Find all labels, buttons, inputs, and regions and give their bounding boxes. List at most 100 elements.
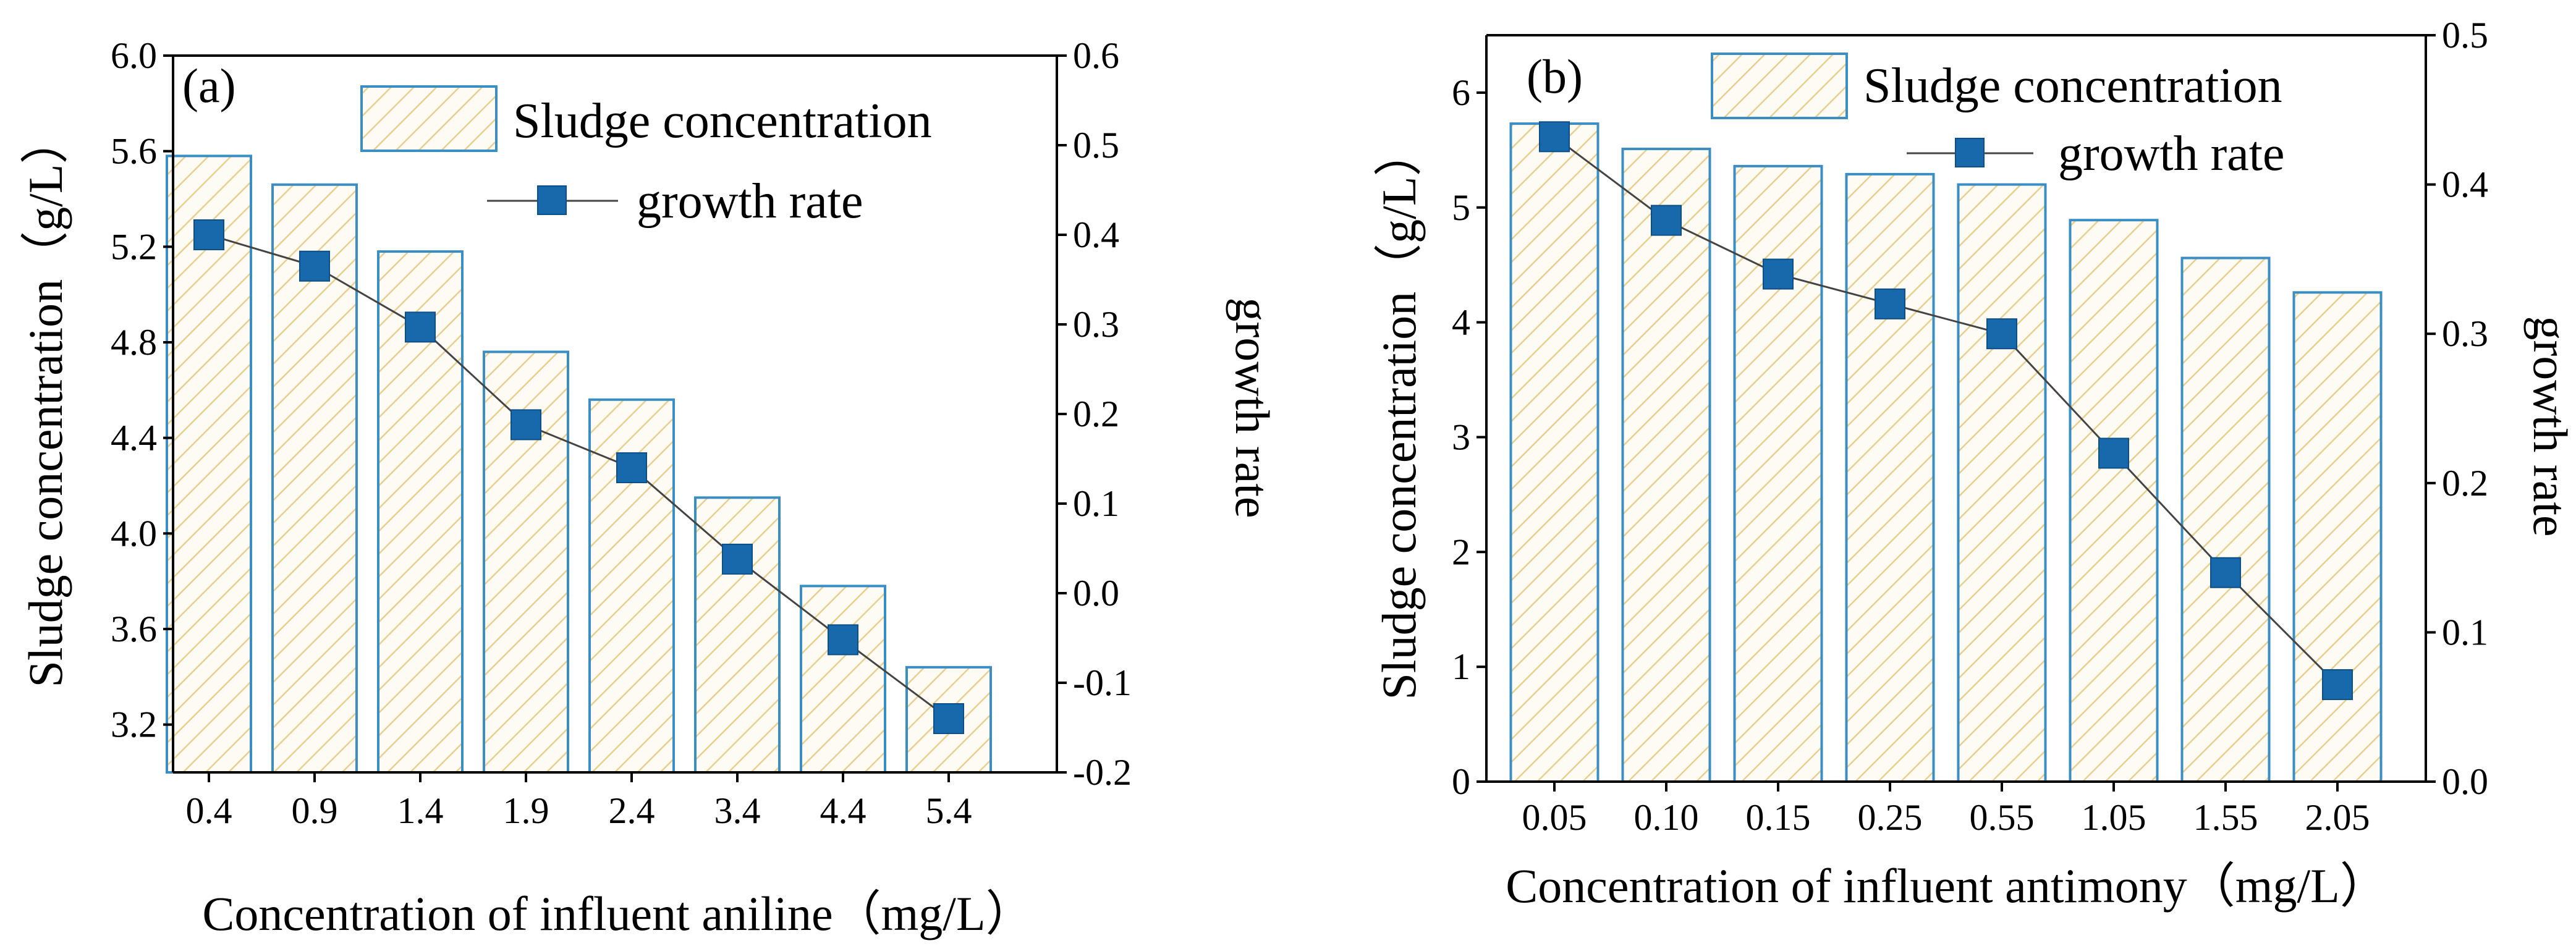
legend-marker-swatch-b xyxy=(1955,138,1985,167)
left-tick-label-1: 1 xyxy=(1452,646,1470,687)
bar-7 xyxy=(2292,291,2383,783)
x-axis-label-a: Concentration of influent aniline（mg/L） xyxy=(202,887,1033,940)
x-tick-label-4: 0.55 xyxy=(1970,797,2035,838)
growth-marker-2 xyxy=(405,311,436,343)
growth-marker-6 xyxy=(2210,557,2241,588)
right-tick-label-3: 0.3 xyxy=(2442,313,2488,354)
x-tick-label-3: 1.9 xyxy=(503,790,549,831)
growth-marker-3 xyxy=(511,409,541,441)
legend-b: Sludge concentration growth rate xyxy=(1711,53,2285,181)
legend-bar-swatch-b xyxy=(1711,53,1848,119)
x-tick-label-7: 2.05 xyxy=(2305,797,2370,838)
bar-5 xyxy=(694,496,781,774)
x-tick-label-3: 0.25 xyxy=(1858,797,1923,838)
bar-3 xyxy=(483,350,569,774)
x-tick-label-0: 0.4 xyxy=(186,790,232,831)
left-tick-label-7: 6.0 xyxy=(111,35,157,76)
x-tick-label-1: 0.10 xyxy=(1634,797,1699,838)
right-tick-label-7: 0.5 xyxy=(1073,125,1119,166)
right-tick-label-2: 0.2 xyxy=(2442,463,2488,504)
y-axis-label-a: Sludge concentration（g/L） xyxy=(19,116,72,688)
growth-marker-4 xyxy=(1986,318,2017,350)
bar-6 xyxy=(800,585,886,774)
right-tick-label-5: 0.3 xyxy=(1073,304,1119,345)
growth-rate-line xyxy=(1554,136,2339,686)
growth-rate-line xyxy=(208,234,949,720)
x-tick-label-6: 4.4 xyxy=(820,790,866,831)
growth-markers-a xyxy=(193,219,964,734)
bar-0 xyxy=(1509,122,1599,783)
bars-b xyxy=(1509,122,2383,783)
y2-axis-label-b: growth rate xyxy=(2523,316,2576,536)
y-axis-label-b: Sludge concentration（g/L） xyxy=(1372,129,1426,700)
left-tick-label-5: 5 xyxy=(1452,187,1470,228)
legend-a: Sludge concentration growth rate xyxy=(360,85,932,229)
left-tick-label-4: 4.8 xyxy=(111,322,157,363)
bar-0 xyxy=(166,154,252,774)
left-tick-label-1: 3.6 xyxy=(111,609,157,649)
bar-1 xyxy=(1621,147,1711,783)
legend-line-label-b: growth rate xyxy=(2058,127,2285,181)
growth-marker-1 xyxy=(1651,205,1682,236)
left-tick-label-4: 4 xyxy=(1452,302,1470,343)
legend-bar-label-a: Sludge concentration xyxy=(513,94,932,148)
bar-5 xyxy=(2069,219,2159,783)
left-ticks-b: 0 1 2 3 4 5 6 xyxy=(1452,72,1486,802)
growth-marker-5 xyxy=(2098,437,2129,469)
legend-bar-label-b: Sludge concentration xyxy=(1863,59,2282,113)
right-tick-label-4: 0.4 xyxy=(2442,164,2488,205)
legend-marker-swatch-a xyxy=(537,185,567,215)
growth-marker-0 xyxy=(193,219,224,250)
x-tick-label-2: 0.15 xyxy=(1746,797,1811,838)
panel-label-a: (a) xyxy=(182,59,236,112)
growth-marker-6 xyxy=(828,624,858,656)
x-tick-label-1: 0.9 xyxy=(292,790,338,831)
right-tick-label-0: -0.2 xyxy=(1073,752,1132,793)
right-ticks-a: -0.2 -0.1 0.0 0.1 0.2 0.3 0.4 0.5 0.6 xyxy=(1057,35,1132,793)
left-tick-label-0: 3.2 xyxy=(111,704,157,745)
right-ticks-b: 0.0 0.1 0.2 0.3 0.4 0.5 xyxy=(2426,15,2488,802)
panel-a: 3.2 3.6 4.0 4.4 4.8 5.2 5.6 6.0 -0.2 -0.1 0.0 0.1 0… xyxy=(19,35,1279,940)
growth-marker-7 xyxy=(933,703,964,734)
x-tick-label-6: 1.55 xyxy=(2193,797,2258,838)
right-tick-label-1: 0.1 xyxy=(2442,612,2488,652)
right-tick-label-2: 0.0 xyxy=(1073,573,1119,614)
x-tick-label-5: 3.4 xyxy=(714,790,761,831)
right-tick-label-1: -0.1 xyxy=(1073,662,1132,703)
x-tick-label-5: 1.05 xyxy=(2082,797,2146,838)
left-tick-label-3: 4.4 xyxy=(111,418,157,458)
bars-a xyxy=(166,154,992,774)
left-tick-label-5: 5.2 xyxy=(111,226,157,267)
legend-bar-swatch-a xyxy=(360,85,498,152)
left-tick-label-2: 2 xyxy=(1452,531,1470,572)
bar-6 xyxy=(2180,256,2271,783)
left-tick-label-6: 6 xyxy=(1452,72,1470,113)
left-tick-label-6: 5.6 xyxy=(111,131,157,172)
growth-marker-5 xyxy=(722,543,753,575)
growth-line-a xyxy=(208,234,949,720)
left-tick-label-2: 4.0 xyxy=(111,513,157,554)
x-tick-label-7: 5.4 xyxy=(926,790,972,831)
axes-b xyxy=(1485,34,2427,783)
x-axis-label-b: Concentration of influent antimony（mg/L） xyxy=(1506,859,2388,913)
growth-markers-b xyxy=(1539,121,2353,700)
right-tick-label-8: 0.6 xyxy=(1073,35,1119,76)
right-tick-label-6: 0.4 xyxy=(1073,214,1119,255)
x-ticks-a: 0.4 0.9 1.4 1.9 2.4 3.4 4.4 5.4 xyxy=(186,772,972,831)
growth-line-b xyxy=(1554,136,2339,686)
panel-label-b: (b) xyxy=(1527,49,1583,103)
y2-axis-label-a: growth rate xyxy=(1226,297,1279,518)
left-ticks-a: 3.2 3.6 4.0 4.4 4.8 5.2 5.6 6.0 xyxy=(111,35,173,745)
bar-3 xyxy=(1845,172,1935,783)
x-tick-label-2: 1.4 xyxy=(397,790,444,831)
x-tick-label-0: 0.05 xyxy=(1522,797,1587,838)
left-tick-label-0: 0 xyxy=(1452,761,1470,802)
x-tick-label-4: 2.4 xyxy=(609,790,655,831)
bar-4 xyxy=(1957,183,2047,783)
growth-marker-1 xyxy=(299,250,330,282)
right-tick-label-3: 0.1 xyxy=(1073,483,1119,524)
right-tick-label-5: 0.5 xyxy=(2442,15,2488,56)
growth-marker-2 xyxy=(1763,258,1794,290)
